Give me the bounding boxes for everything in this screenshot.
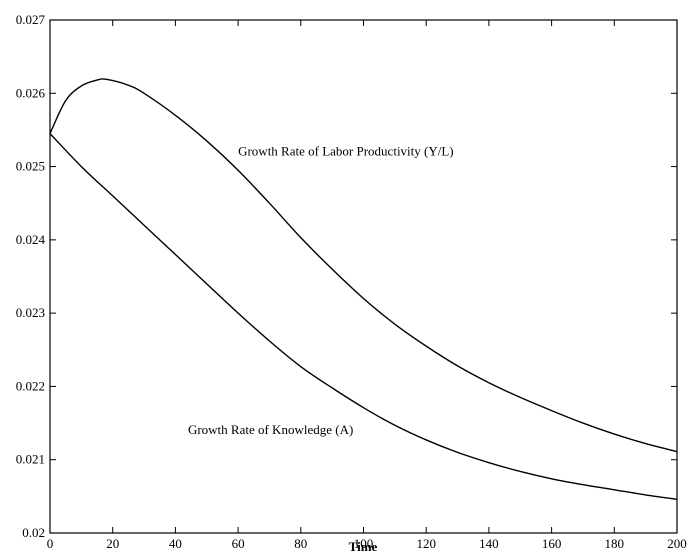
y-tick-label: 0.023 <box>16 305 45 320</box>
y-tick-label: 0.02 <box>22 525 45 540</box>
series-labor-productivity-line <box>49 78 678 453</box>
x-tick-label: 140 <box>479 536 499 551</box>
y-tick-labels: 0.02 0.021 0.022 0.023 0.024 0.025 0.026 0.027 <box>16 12 46 540</box>
x-tick-label: 200 <box>667 536 687 551</box>
x-tick-label: 120 <box>416 536 436 551</box>
annotation-labor-productivity: Growth Rate of Labor Productivity (Y/L) <box>238 144 454 159</box>
y-tick-label: 0.026 <box>16 85 46 100</box>
x-tick-label: 0 <box>47 536 54 551</box>
x-tick-label: 20 <box>106 536 119 551</box>
annotation-knowledge: Growth Rate of Knowledge (A) <box>188 422 353 437</box>
annotations: Growth Rate of Labor Productivity (Y/L) G… <box>188 144 454 437</box>
y-tick-label: 0.027 <box>16 12 46 27</box>
x-tick-label: 180 <box>605 536 625 551</box>
y-tick-label: 0.024 <box>16 232 46 247</box>
plot-frame <box>49 19 678 534</box>
y-tick-label: 0.025 <box>16 159 45 174</box>
x-tick-label: 60 <box>232 536 245 551</box>
y-tick-label: 0.021 <box>16 452 45 467</box>
axis-ticks <box>49 19 678 534</box>
x-tick-label: 160 <box>542 536 562 551</box>
x-tick-label: 80 <box>294 536 307 551</box>
series-knowledge-line <box>49 133 678 500</box>
x-tick-label: 100 <box>354 536 374 551</box>
y-tick-label: 0.022 <box>16 378 45 393</box>
series-lines <box>49 78 678 500</box>
x-tick-label: 40 <box>169 536 182 551</box>
x-tick-labels: 0 20 40 60 80 100 120 140 160 180 200 <box>47 536 687 551</box>
x-axis-label: Time <box>349 539 378 554</box>
